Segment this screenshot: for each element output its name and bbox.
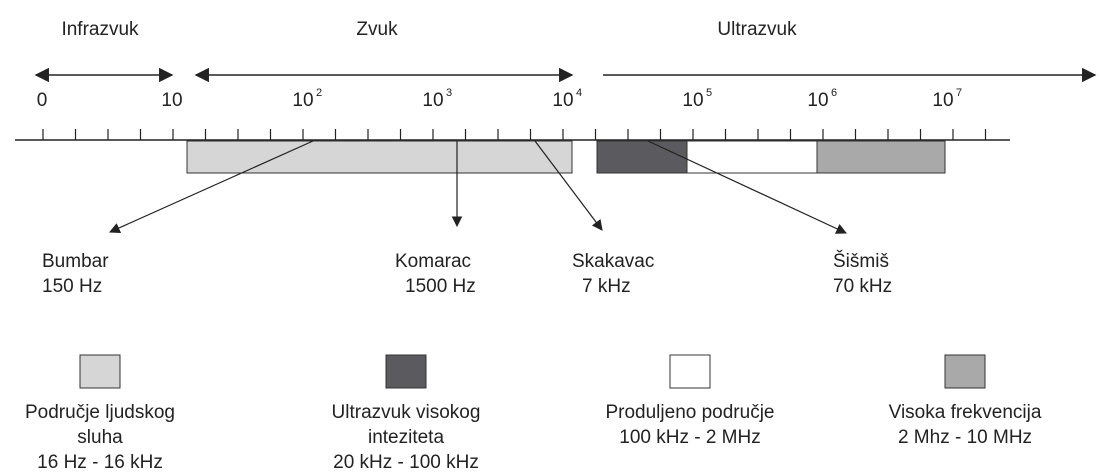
legend-text: inteziteta	[368, 427, 444, 448]
band-bar	[686, 140, 818, 174]
example-frequency: 150 Hz	[42, 276, 102, 297]
band-bar	[596, 140, 688, 174]
example-frequency: 1500 Hz	[405, 276, 476, 297]
legend-text: 20 kHz - 100 kHz	[333, 452, 479, 472]
pointer-arrow	[109, 140, 314, 233]
example-name: Šišmiš	[833, 250, 889, 272]
scale-label: 10	[422, 90, 443, 111]
legend-swatch	[385, 354, 427, 389]
example-frequency: 7 kHz	[582, 276, 631, 297]
band-bar	[186, 140, 573, 174]
pointer-arrow	[647, 140, 847, 234]
scale-label: 0	[37, 90, 48, 111]
region-label: Ultrazvuk	[717, 19, 797, 40]
region-label: Infrazvuk	[61, 19, 139, 40]
legend-swatch	[669, 354, 711, 389]
example-name: Bumbar	[42, 251, 109, 272]
scale-exponent: 6	[831, 87, 837, 99]
legend-text: Produljeno područje	[605, 402, 774, 423]
legend-swatch	[79, 354, 121, 389]
scale-label: 10	[552, 90, 573, 111]
pointer-arrow	[534, 140, 603, 231]
legend-text: 2 Mhz - 10 MHz	[898, 427, 1032, 448]
legend-text: Područje ljudskog	[25, 402, 175, 423]
legend-text: 100 kHz - 2 MHz	[619, 427, 760, 448]
scale-label: 10	[807, 90, 828, 111]
legend-swatch	[944, 354, 986, 389]
scale-exponent: 4	[576, 87, 582, 99]
scale-exponent: 2	[316, 87, 322, 99]
legend-text: Visoka frekvencija	[889, 402, 1042, 423]
legend-text: sluha	[77, 427, 123, 448]
scale-label: 10	[292, 90, 313, 111]
band-bar	[816, 140, 946, 174]
legend-text: 16 Hz - 16 kHz	[37, 452, 163, 472]
scale-exponent: 5	[706, 87, 712, 99]
scale-exponent: 3	[446, 87, 452, 99]
scale-exponent: 7	[956, 87, 962, 99]
example-name: Komarac	[395, 251, 471, 272]
legend-text: Ultrazvuk visokog	[332, 402, 481, 423]
scale-label: 10	[161, 90, 182, 111]
scale-label: 10	[932, 90, 953, 111]
example-frequency: 70 kHz	[833, 276, 892, 297]
region-label: Zvuk	[356, 19, 398, 40]
example-name: Skakavac	[572, 251, 654, 272]
scale-label: 10	[682, 90, 703, 111]
